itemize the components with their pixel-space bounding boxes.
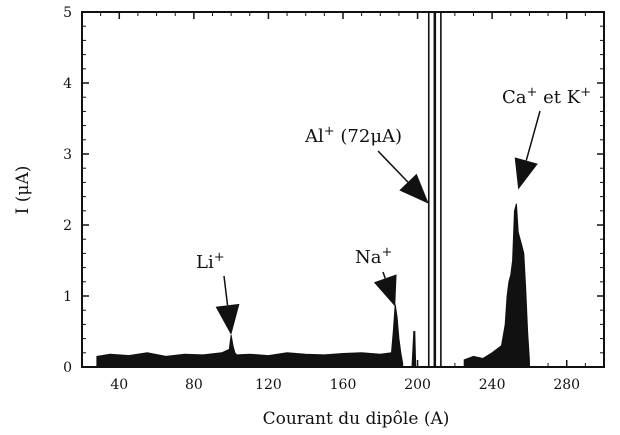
series-layer [96,11,530,368]
annotation-li-label: Li+ [196,250,225,274]
off-scale-peak-1 [434,11,442,368]
x-axis-title: Courant du dipôle (A) [263,409,450,429]
x-tick-label: 80 [185,377,203,393]
series-area-2 [463,203,530,368]
y-tick-label: 5 [63,5,72,21]
series-area-1 [411,331,417,368]
annotation-ca-k: Ca+ et K+ [502,85,591,190]
arrow-shaft [223,275,229,306]
x-tick-label: 240 [479,377,506,393]
annotation-al: Al+ (72μA) [304,124,429,204]
arrow-shaft [382,271,386,279]
plot-frame [81,11,605,368]
x-tick-label: 160 [330,377,357,393]
annotation-na-label: Na+ [355,245,392,269]
off-scale-peak-0 [427,11,436,368]
x-tick-label: 280 [553,377,580,393]
y-tick-label: 1 [63,289,72,305]
annotation-na: Na+ [355,245,397,307]
y-tick-label: 3 [63,147,72,163]
x-tick-label: 120 [255,377,282,393]
arrow-head [514,157,538,190]
x-tick-label: 40 [110,377,128,393]
arrow-shaft [525,110,541,161]
y-tick-label: 0 [63,360,72,376]
annotation-ca-k-label: Ca+ et K+ [502,85,591,109]
annotation-al-label: Al+ (72μA) [304,124,402,148]
series-area-0 [96,304,404,368]
arrow-head [399,173,429,204]
arrow-head [373,274,397,307]
ticks-layer: 40 80 120 160 200 240 280 0 1 2 3 4 5 [63,5,605,393]
arrow-head [215,303,240,336]
y-tick-label: 2 [63,218,72,234]
annotations-layer: Li+ Na+ Al+ (72μA) Ca+ et K+ [196,85,591,336]
y-tick-label: 4 [63,76,72,92]
y-axis-title: I (μA) [13,166,33,215]
arrow-shaft [377,150,409,183]
x-tick-label: 200 [404,377,431,393]
annotation-li: Li+ [196,250,240,336]
